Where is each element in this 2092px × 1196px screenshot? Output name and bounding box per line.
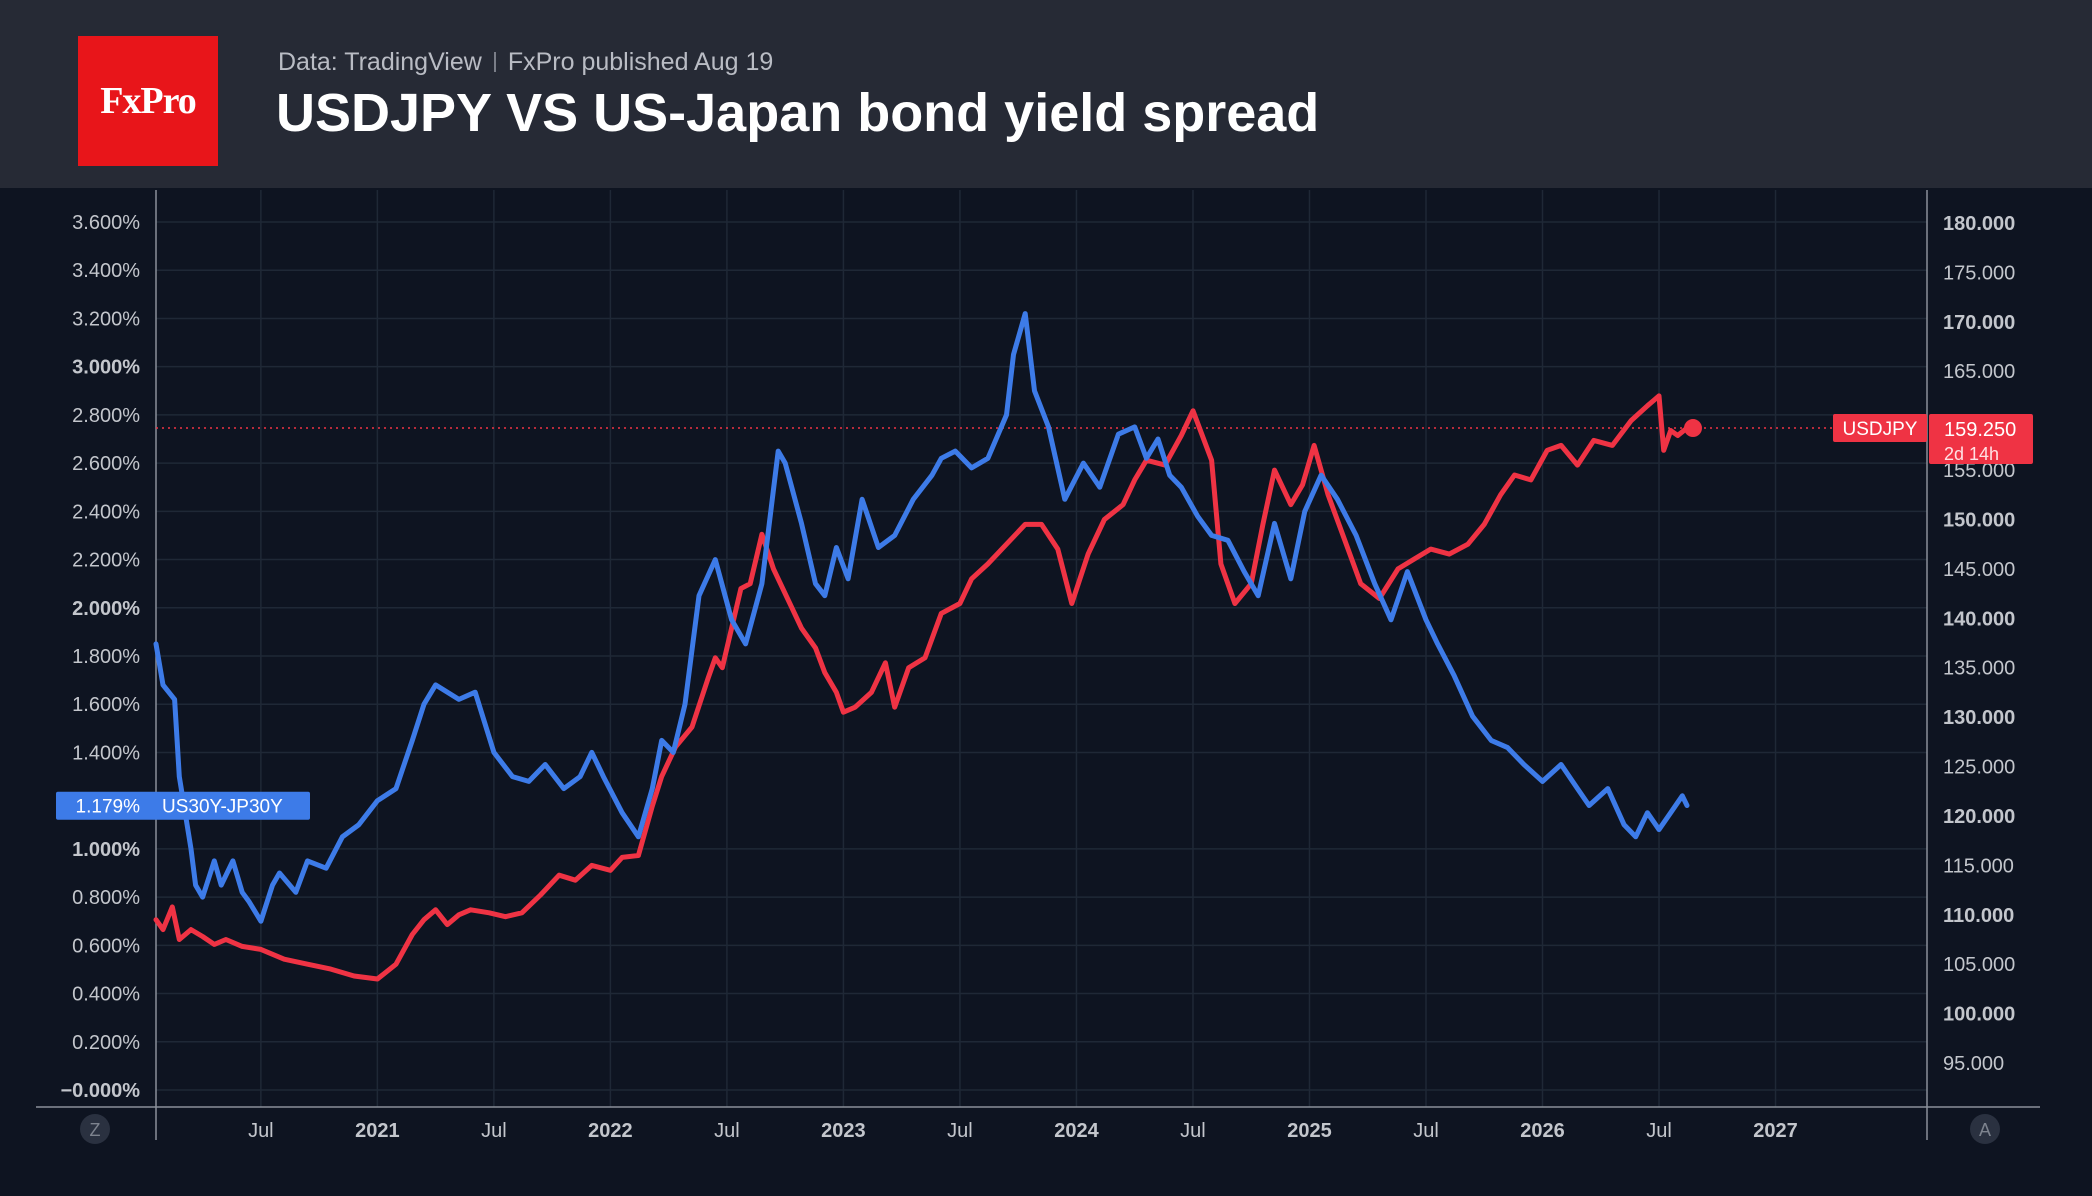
- left-tick-label: 0.400%: [72, 984, 140, 1006]
- x-tick-label: 2022: [588, 1120, 633, 1142]
- left-tick-label: 1.600%: [72, 694, 140, 716]
- spread-line: [153, 311, 1690, 924]
- right-tick-label: 165.000: [1943, 361, 2015, 383]
- published-info: FxPro published Aug 19: [507, 48, 774, 76]
- x-tick-label: Jul: [1646, 1120, 1672, 1142]
- x-tick-label: Jul: [248, 1120, 274, 1142]
- spread-tag: [56, 791, 310, 820]
- right-tick-label: 155.000: [1943, 460, 2015, 482]
- fxpro-logo: FxPro: [78, 36, 218, 166]
- x-tick-label: Jul: [1413, 1120, 1439, 1142]
- right-tick-label: 135.000: [1943, 658, 2015, 680]
- left-tick-label: 3.600%: [72, 212, 140, 234]
- left-tick-label: 3.200%: [72, 308, 140, 330]
- left-tick-label: 2.400%: [72, 501, 140, 523]
- left-tick-label: 1.400%: [72, 742, 140, 764]
- usdjpy-price-tag: [1929, 414, 2033, 465]
- left-tick-label: 0.200%: [72, 1032, 140, 1054]
- x-tick-label: 2027: [1753, 1120, 1798, 1142]
- corner-button-left: [80, 1114, 110, 1144]
- left-tick-label: 1.800%: [72, 646, 140, 668]
- right-tick-label: 150.000: [1943, 509, 2015, 531]
- right-tick-label: 95.000: [1943, 1053, 2004, 1075]
- usdjpy-name-label: USDJPY: [1843, 419, 1918, 440]
- usdjpy-price-label: 159.250: [1944, 419, 2016, 441]
- x-tick-label: Jul: [714, 1120, 740, 1142]
- left-tick-label: −0.000%: [60, 1080, 140, 1102]
- chart-source-line: Data: TradingView FxPro published Aug 19: [278, 48, 773, 77]
- usdjpy-name-tag: [1833, 414, 1927, 443]
- chart-title: USDJPY VS US-Japan bond yield spread: [276, 83, 1320, 143]
- header-bar: FxPro Data: TradingView FxPro published A…: [0, 0, 2092, 188]
- right-tick-label: 180.000: [1943, 213, 2015, 235]
- spread-name-label: US30Y-JP30Y: [162, 797, 283, 818]
- corner-button-label: A: [1979, 1120, 1991, 1140]
- x-tick-label: 2024: [1054, 1120, 1099, 1142]
- right-tick-label: 175.000: [1943, 262, 2015, 284]
- x-tick-label: 2021: [355, 1120, 400, 1142]
- left-tick-label: 0.800%: [72, 887, 140, 909]
- x-tick-label: Jul: [481, 1120, 507, 1142]
- right-tick-label: 110.000: [1943, 905, 2014, 927]
- right-tick-label: 125.000: [1943, 757, 2015, 779]
- right-tick-label: 100.000: [1943, 1004, 2015, 1026]
- x-tick-label: 2026: [1520, 1120, 1565, 1142]
- left-tick-label: 3.400%: [72, 260, 140, 282]
- left-tick-label: 3.000%: [72, 357, 140, 379]
- x-tick-label: 2023: [821, 1120, 866, 1142]
- x-tick-label: Jul: [1180, 1120, 1206, 1142]
- left-tick-label: 0.600%: [72, 935, 140, 957]
- right-tick-label: 145.000: [1943, 559, 2015, 581]
- usdjpy-last-point: [1683, 419, 1702, 438]
- right-tick-label: 130.000: [1943, 707, 2015, 729]
- data-source: Data: TradingView: [278, 48, 482, 76]
- corner-button-right: [1970, 1114, 2000, 1144]
- right-tick-label: 115.000: [1943, 855, 2014, 877]
- logo-text: FxPro: [100, 80, 197, 122]
- usdjpy-line: [153, 393, 1690, 982]
- corner-button-label: Z: [90, 1120, 101, 1140]
- right-tick-label: 120.000: [1943, 806, 2015, 828]
- right-tick-label: 170.000: [1943, 312, 2015, 334]
- separator: [493, 52, 496, 72]
- usdjpy-countdown: 2d 14h: [1944, 444, 1999, 464]
- x-tick-label: Jul: [947, 1120, 973, 1142]
- spread-value-label: 1.179%: [76, 797, 141, 818]
- left-tick-label: 2.200%: [72, 550, 140, 572]
- left-tick-label: 2.000%: [72, 598, 140, 620]
- left-tick-label: 1.000%: [72, 839, 140, 861]
- left-tick-label: 2.600%: [72, 453, 140, 475]
- x-tick-label: 2025: [1287, 1120, 1332, 1142]
- right-tick-label: 140.000: [1943, 608, 2015, 630]
- left-tick-label: 2.800%: [72, 405, 140, 427]
- right-tick-label: 105.000: [1943, 954, 2015, 976]
